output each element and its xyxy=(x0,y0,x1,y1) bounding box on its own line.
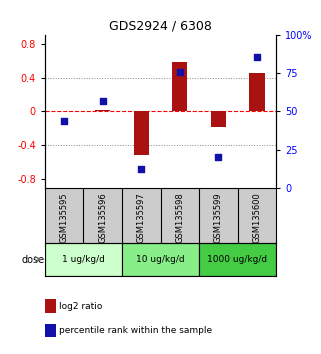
Point xyxy=(216,154,221,160)
Text: GSM135597: GSM135597 xyxy=(137,192,146,243)
Text: GSM135598: GSM135598 xyxy=(175,192,184,243)
Bar xyxy=(45,243,122,276)
Bar xyxy=(95,110,110,112)
Bar xyxy=(134,112,149,155)
Point xyxy=(254,54,259,59)
Bar xyxy=(199,243,276,276)
Text: percentile rank within the sample: percentile rank within the sample xyxy=(59,326,213,336)
Text: 1 ug/kg/d: 1 ug/kg/d xyxy=(62,255,105,264)
Text: GSM135596: GSM135596 xyxy=(98,192,107,243)
Bar xyxy=(249,73,265,112)
Bar xyxy=(122,243,199,276)
Bar xyxy=(211,112,226,127)
Text: GSM135599: GSM135599 xyxy=(214,192,223,242)
Text: GSM135595: GSM135595 xyxy=(60,192,69,242)
Text: dose: dose xyxy=(21,255,44,264)
Text: 10 ug/kg/d: 10 ug/kg/d xyxy=(136,255,185,264)
Text: 1000 ug/kg/d: 1000 ug/kg/d xyxy=(207,255,268,264)
Text: log2 ratio: log2 ratio xyxy=(59,302,103,311)
Title: GDS2924 / 6308: GDS2924 / 6308 xyxy=(109,20,212,33)
Point xyxy=(100,98,105,104)
Point xyxy=(139,166,144,172)
Text: GSM135600: GSM135600 xyxy=(252,192,261,243)
Point xyxy=(62,118,67,124)
Point xyxy=(177,69,182,75)
Bar xyxy=(172,62,187,112)
